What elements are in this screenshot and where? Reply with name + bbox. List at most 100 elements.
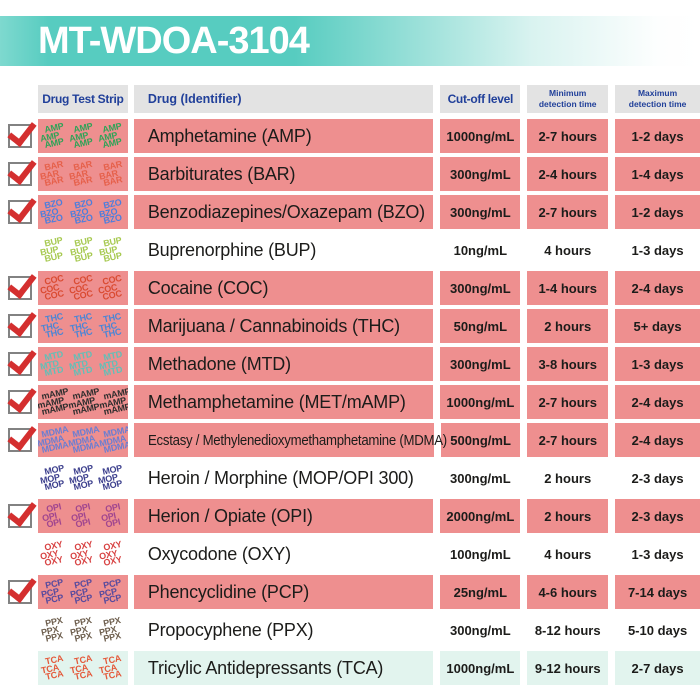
max-detection-value: 5+ days: [615, 309, 700, 343]
drug-name: Tricylic Antidepressants (TCA): [147, 657, 384, 678]
max-detection-value: 1-4 days: [615, 157, 700, 191]
drug-test-strip: AMP AMP AMP AMP AMP AMP AMP AMP AMP: [37, 119, 128, 153]
drug-test-strip: PPX PPX PPX PPX PPX PPX PPX PPX PPX: [38, 613, 128, 647]
strip-code-print: PCP PCP PCP: [98, 576, 123, 606]
checkbox-column: [7, 153, 37, 191]
strip-code-print: OXY OXY OXY: [68, 538, 94, 568]
checkbox-column: [7, 267, 37, 305]
drug-name: Ecstasy / Methylenedioxymethamphetamine …: [147, 431, 447, 449]
cutoff-value: 2000ng/mL: [440, 499, 521, 533]
cutoff-value: 300ng/mL: [440, 347, 521, 381]
max-detection-value: 2-4 days: [615, 423, 700, 457]
checkbox-column: [8, 651, 33, 685]
drug-test-strip: MTD MTD MTD MTD MTD MTD MTD MTD MTD: [37, 347, 128, 381]
drug-name: Cocaine (COC): [147, 277, 269, 298]
row-checkbox[interactable]: [7, 305, 37, 338]
strip-code-print: OPI OPI OPI: [70, 501, 92, 530]
max-detection-value: 2-4 days: [615, 385, 700, 419]
table-row: BZO BZO BZO BZO BZO BZO BZO BZO BZO Benzodiazepi…: [7, 191, 700, 229]
checkmark-icon: [7, 495, 37, 528]
cutoff-value: 1000ng/mL: [440, 119, 521, 153]
drug-name: Phencyclidine (PCP): [147, 581, 310, 602]
table-row: TCA TCA TCA TCA TCA TCA TCA TCA TCA Tricylic Ant…: [8, 651, 700, 685]
checkbox-column: [7, 419, 37, 457]
drug-test-strip: OPI OPI OPI OPI OPI OPI OPI OPI OPI: [37, 499, 128, 533]
drug-name-cell: Propocyphene (PPX): [134, 613, 434, 647]
cutoff-value: 1000ng/mL: [440, 651, 521, 685]
drug-name-cell: Amphetamine (AMP): [133, 119, 434, 153]
checkmark-icon: [7, 381, 37, 414]
strip-code-print: BAR BAR BAR: [68, 158, 94, 188]
row-checkbox[interactable]: [7, 191, 37, 224]
drug-name-cell: Barbiturates (BAR): [133, 157, 434, 191]
strip-code-print: COC COC COC: [39, 272, 65, 302]
checkbox-column: [8, 613, 33, 647]
max-detection-value: 1-2 days: [615, 119, 700, 153]
min-detection-value: 4-6 hours: [527, 575, 609, 609]
cutoff-value: 300ng/mL: [440, 271, 521, 305]
strip-code-print: AMP AMP AMP: [39, 120, 65, 150]
strip-code-print: MOP MOP MOP: [68, 462, 95, 492]
drug-name-cell: Tricylic Antidepressants (TCA): [133, 651, 434, 685]
drug-test-strip: BAR BAR BAR BAR BAR BAR BAR BAR BAR: [37, 157, 128, 191]
row-checkbox[interactable]: [7, 343, 37, 376]
drug-name-cell: Herion / Opiate (OPI): [133, 499, 434, 533]
drug-name-cell: Benzodiazepines/Oxazepam (BZO): [133, 195, 434, 229]
drug-test-strip: TCA TCA TCA TCA TCA TCA TCA TCA TCA: [37, 651, 128, 685]
strip-code-print: MTD MTD MTD: [68, 348, 94, 378]
column-header-cutoff: Cut-off level: [440, 85, 521, 113]
strip-code-print: AMP AMP AMP: [97, 120, 124, 150]
checkbox-column: [7, 495, 37, 533]
drug-test-table: Drug Test Strip Drug (Identifier) Cut-of…: [0, 85, 700, 685]
checkmark-icon: [7, 153, 37, 186]
drug-test-strip: THC THC THC THC THC THC THC THC THC: [37, 309, 128, 343]
page-title: MT-WDOA-3104: [38, 19, 310, 62]
row-checkbox[interactable]: [7, 115, 37, 148]
drug-test-strip: PCP PCP PCP PCP PCP PCP PCP PCP PCP: [37, 575, 128, 609]
min-detection-value: 9-12 hours: [527, 651, 609, 685]
strip-code-print: MOP MOP MOP: [97, 462, 124, 492]
min-detection-value: 2-7 hours: [527, 385, 609, 419]
cutoff-value: 300ng/mL: [440, 195, 521, 229]
strip-code-print: TCA TCA TCA: [69, 652, 94, 682]
max-detection-value: 2-7 days: [615, 651, 700, 685]
checkbox-column: [7, 305, 37, 343]
drug-name: Barbiturates (BAR): [147, 163, 296, 184]
drug-test-strip: mAMP mAMP mAMP mAMP mAMP mAMP mAMP mAMP mAMP: [37, 385, 128, 419]
strip-code-print: TCA TCA TCA: [98, 652, 123, 682]
row-checkbox[interactable]: [7, 267, 37, 300]
table-row: MDMA MDMA MDMA MDMA MDMA MDMA MDMA MDMA MDMA Ecs…: [7, 419, 700, 457]
row-checkbox[interactable]: [7, 419, 37, 452]
cutoff-value: 300ng/mL: [449, 470, 511, 486]
min-detection-value: 3-8 hours: [527, 347, 609, 381]
drug-name-cell: Ecstasy / Methylenedioxymethamphetamine …: [133, 423, 447, 457]
drug-test-strip: OXY OXY OXY OXY OXY OXY OXY OXY OXY: [38, 537, 128, 571]
cutoff-value: 500ng/mL: [440, 423, 521, 457]
min-detection-value: 2 hours: [527, 499, 609, 533]
min-detection-value: 2 hours: [527, 309, 609, 343]
table-row: AMP AMP AMP AMP AMP AMP AMP AMP AMP Amphetamine …: [7, 115, 700, 153]
strip-code-print: BUP BUP BUP: [68, 234, 94, 264]
strip-code-print: TCA TCA TCA: [39, 652, 64, 682]
checkmark-icon: [7, 191, 37, 224]
table-row: MTD MTD MTD MTD MTD MTD MTD MTD MTD Methadone (M…: [7, 343, 700, 381]
min-detection-value: 2-7 hours: [527, 119, 609, 153]
drug-name: Benzodiazepines/Oxazepam (BZO): [147, 201, 425, 222]
cutoff-value: 100ng/mL: [449, 546, 511, 562]
row-checkbox[interactable]: [7, 571, 37, 604]
column-header-strip: Drug Test Strip: [37, 85, 128, 113]
drug-name-cell: Marijuana / Cannabinoids (THC): [133, 309, 434, 343]
drug-name-cell: Cocaine (COC): [133, 271, 434, 305]
max-detection-value: 1-3 days: [615, 347, 700, 381]
row-checkbox[interactable]: [7, 153, 37, 186]
checkmark-icon: [7, 267, 37, 300]
strip-code-print: BUP BUP BUP: [39, 234, 65, 264]
strip-code-print: THC THC THC: [69, 310, 94, 340]
row-checkbox[interactable]: [7, 495, 37, 528]
min-detection-value: 2-7 hours: [527, 423, 609, 457]
table-row: BUP BUP BUP BUP BUP BUP BUP BUP BUP Buprenorphin…: [8, 233, 700, 267]
row-checkbox[interactable]: [7, 381, 37, 414]
max-detection-value: 5-10 days: [627, 622, 688, 638]
strip-code-print: mAMP mAMP mAMP: [98, 385, 128, 417]
checkbox-column: [8, 461, 33, 495]
